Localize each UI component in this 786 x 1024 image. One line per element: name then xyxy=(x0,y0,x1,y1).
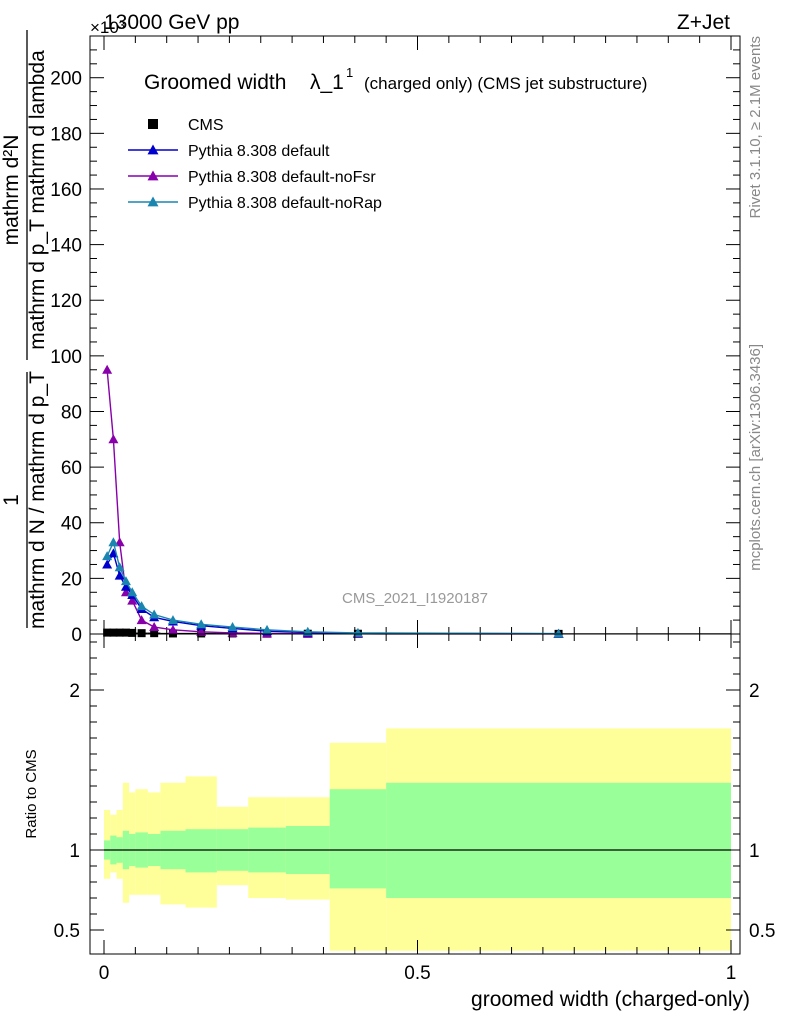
ylabel-prefactor-num: 1 xyxy=(0,494,23,506)
ratio-stat-band-bin xyxy=(386,782,731,898)
header-multiplier: ×10³ xyxy=(90,18,125,37)
series-point xyxy=(114,537,125,547)
plot-title: Groomed width λ_1 1 (charged only) (CMS … xyxy=(144,65,647,94)
main-y-axis-label: 1 mathrm d N / mathrm d p_T mathrm d²N m… xyxy=(0,30,49,629)
series-point xyxy=(553,628,564,638)
legend-marker-triangle xyxy=(147,170,159,181)
series-pythia-8-308-default-norap xyxy=(102,537,564,638)
series-point xyxy=(108,537,119,547)
series-point xyxy=(262,624,273,634)
series-pythia-8-308-default xyxy=(102,548,564,638)
mcplots-credit-text: mcplots.cern.ch [arXiv:1306.3436] xyxy=(747,344,764,571)
main-y-tick-label: 120 xyxy=(50,291,82,312)
main-y-tick-label: 80 xyxy=(61,402,82,423)
ratio-y-tick-label: 2 xyxy=(69,681,80,702)
main-y-tick-label: 160 xyxy=(50,180,82,201)
series-point xyxy=(108,434,119,444)
x-axis-label: groomed width (charged-only) xyxy=(471,988,750,1011)
main-y-tick-label: 200 xyxy=(50,69,82,90)
series-line xyxy=(106,369,559,635)
x-tick-label: 0 xyxy=(99,963,110,984)
series-point xyxy=(149,622,160,632)
series-point xyxy=(114,570,125,580)
legend: CMS Pythia 8.308 default Pythia 8.308 defa… xyxy=(128,117,382,212)
cms-data-point xyxy=(137,629,146,638)
series-point xyxy=(167,615,178,625)
legend-entry-label: Pythia 8.308 default-noRap xyxy=(188,195,382,212)
series-point xyxy=(102,551,113,561)
title-main: Groomed width xyxy=(144,71,286,94)
legend-entry-label: CMS xyxy=(188,117,224,134)
series-point xyxy=(120,581,131,591)
ratio-y-axis: 0.5 0.5 1 1 2 2 xyxy=(54,641,775,942)
series-point xyxy=(352,627,363,637)
x-tick-label: 1 xyxy=(726,963,737,984)
series-point xyxy=(102,559,113,569)
header-energy: 13000 GeV pp xyxy=(104,11,239,34)
series-point xyxy=(127,587,138,597)
series-point xyxy=(227,622,238,632)
cms-data-point xyxy=(121,628,130,637)
ratio-y-tick-label-right: 2 xyxy=(749,681,760,702)
main-y-tick-label: 60 xyxy=(61,458,82,479)
ratio-y-tick-label-right: 0.5 xyxy=(749,921,775,942)
main-y-tick-label: 0 xyxy=(71,625,82,646)
title-superscript: 1 xyxy=(346,65,353,80)
legend-marker-triangle xyxy=(147,144,159,155)
series-point xyxy=(136,601,147,611)
main-y-axis: 0 20 40 60 80 100 120 140 160 180 200 xyxy=(50,35,740,646)
main-y-tick-label: 100 xyxy=(50,347,82,368)
cms-data-point xyxy=(109,628,118,637)
ratio-stat-band-bin xyxy=(329,789,387,889)
rivet-version-text: Rivet 3.1.10, ≥ 2.1M events xyxy=(747,36,764,219)
legend-entry-label: Pythia 8.308 default-noFsr xyxy=(188,169,376,186)
series-point xyxy=(102,364,113,374)
ratio-y-tick-label: 0.5 xyxy=(54,921,80,942)
analysis-id-label: CMS_2021_I1920187 xyxy=(342,590,488,607)
ratio-y-tick-label-right: 1 xyxy=(749,841,760,862)
series-point xyxy=(167,624,178,634)
main-y-tick-label: 140 xyxy=(50,236,82,257)
series-point xyxy=(114,562,125,572)
ylabel-numerator: mathrm d²N xyxy=(0,135,23,246)
ratio-x-axis: 0 0.5 1 xyxy=(99,634,737,984)
title-rest: (charged only) (CMS jet substructure) xyxy=(364,74,647,93)
header-process: Z+Jet xyxy=(677,11,730,34)
cms-data-point xyxy=(150,629,159,638)
ratio-plot-frame xyxy=(89,633,741,955)
series-point xyxy=(108,548,119,558)
legend-marker-square xyxy=(148,119,158,129)
legend-entry-label: Pythia 8.308 default xyxy=(188,143,330,160)
x-tick-label: 0.5 xyxy=(404,963,430,984)
main-y-tick-label: 40 xyxy=(61,514,82,535)
series-point xyxy=(149,609,160,619)
ylabel-prefactor-den: mathrm d N / mathrm d p_T xyxy=(26,371,49,629)
series-pythia-8-308-default-nofsr xyxy=(102,364,564,638)
series-point xyxy=(120,576,131,586)
main-x-axis-ticks xyxy=(103,36,732,634)
ratio-y-tick-label: 1 xyxy=(69,841,80,862)
main-y-tick-label: 20 xyxy=(61,569,82,590)
ratio-y-axis-label: Ratio to CMS xyxy=(23,749,40,838)
cms-data-point xyxy=(115,628,124,637)
ratio-bands xyxy=(104,728,731,951)
main-y-tick-label: 180 xyxy=(50,124,82,145)
cms-data-point xyxy=(103,628,112,637)
series-point xyxy=(127,595,138,605)
ratio-stat-band-bin xyxy=(185,829,217,873)
ylabel-denominator: mathrm d p_T mathrm d lambda xyxy=(26,50,49,350)
series-point xyxy=(196,619,207,629)
series-point xyxy=(120,587,131,597)
cms-data-point xyxy=(128,628,137,637)
title-lambda: λ_1 xyxy=(310,71,344,94)
series-point xyxy=(136,615,147,625)
legend-marker-triangle xyxy=(147,196,159,207)
